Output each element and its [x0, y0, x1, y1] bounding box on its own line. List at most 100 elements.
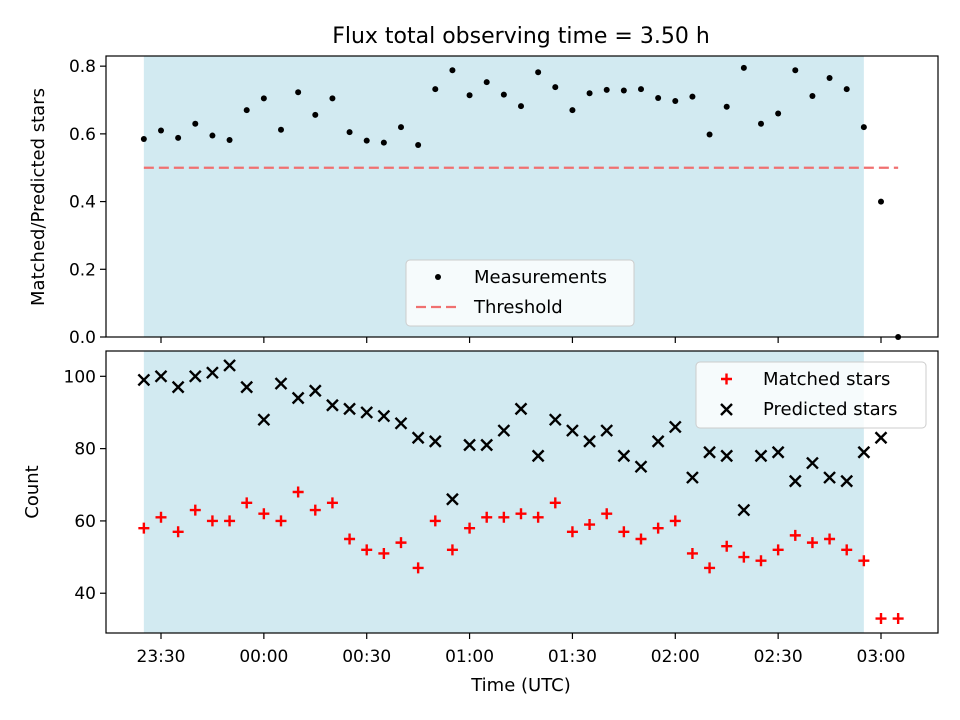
matched-star-point — [566, 526, 578, 538]
matched-star-point — [464, 522, 476, 534]
matched-star-point — [841, 544, 853, 556]
matched-star-point — [275, 515, 287, 527]
measurement-point — [603, 86, 610, 93]
legend-measurements-marker — [435, 274, 441, 280]
predicted-star-point — [686, 471, 699, 484]
predicted-star-point — [206, 366, 219, 380]
bottom-legend-box — [695, 361, 927, 429]
matched-star-point — [378, 547, 390, 559]
matched-star-point — [412, 562, 424, 574]
matched-star-point — [618, 526, 630, 538]
bottom-y-ticks: 40 60 80 100 — [64, 367, 106, 604]
predicted-star-point — [668, 420, 682, 434]
top-legend-box — [405, 259, 635, 327]
matched-star-point — [189, 504, 201, 516]
predicted-star-point — [857, 445, 871, 459]
measurement-point — [398, 124, 404, 131]
measurement-point — [140, 135, 147, 142]
top-y-tick-label: 0.8 — [69, 57, 96, 77]
predicted-star-point — [634, 460, 648, 474]
legend-measurements-label: Measurements — [474, 267, 607, 288]
legend-threshold-label: Threshold — [473, 297, 563, 318]
predicted-star-point — [617, 449, 631, 463]
measurement-point — [552, 84, 559, 91]
matched-star-point — [858, 555, 870, 567]
predicted-star-point — [754, 449, 768, 463]
measurement-point — [329, 95, 336, 102]
predicted-star-point — [548, 413, 562, 427]
measurement-point — [843, 86, 850, 93]
predicted-star-point — [394, 416, 408, 430]
measurement-point — [860, 124, 867, 131]
matched-star-point — [395, 537, 407, 549]
bottom-y-tick-label: 60 — [74, 512, 96, 532]
top-y-tick-label: 0.6 — [69, 125, 96, 145]
x-tick-label: 02:00 — [651, 647, 700, 667]
matched-star-point — [498, 511, 510, 523]
measurement-point — [518, 103, 524, 110]
matched-star-point — [344, 533, 356, 545]
predicted-star-point — [343, 402, 356, 416]
predicted-star-point — [377, 409, 391, 423]
measurement-point — [363, 137, 370, 144]
predicted-star-point — [360, 406, 374, 419]
matched-star-point — [755, 555, 767, 567]
x-tick-label: 01:00 — [445, 647, 494, 667]
x-tick-label: 02:30 — [754, 647, 803, 667]
measurement-point — [620, 87, 627, 94]
predicted-stars-points — [137, 359, 888, 517]
matched-star-point — [446, 544, 458, 556]
measurement-point — [415, 142, 422, 149]
matched-star-point — [155, 511, 167, 523]
x-axis-label: Time (UTC) — [470, 675, 571, 696]
matched-star-point — [481, 511, 493, 523]
bottom-axes-frame — [105, 350, 939, 634]
predicted-star-point — [788, 474, 802, 488]
measurement-point — [466, 92, 473, 99]
predicted-star-point — [497, 424, 511, 437]
x-tick-label: 00:30 — [342, 647, 391, 667]
predicted-star-point — [171, 380, 185, 394]
measurement-point — [792, 67, 799, 74]
bottom-y-tick-label: 80 — [74, 440, 96, 460]
predicted-star-point — [308, 384, 322, 398]
matched-star-point — [686, 547, 698, 559]
matched-star-point — [292, 486, 304, 498]
measurement-point — [689, 93, 696, 100]
measurement-point — [278, 126, 284, 133]
predicted-star-point — [600, 424, 614, 437]
top-x-ticks — [160, 337, 882, 343]
measurement-point — [158, 127, 164, 134]
matched-star-point — [806, 537, 818, 549]
matched-star-point — [224, 515, 236, 527]
matched-star-point — [772, 544, 784, 556]
matched-star-point — [652, 522, 664, 534]
top-y-ticks: 0.0 0.2 0.4 0.6 0.8 — [69, 57, 106, 348]
measurement-point — [209, 132, 216, 139]
predicted-star-point — [703, 445, 716, 459]
measurement-point — [809, 92, 816, 99]
figure-title: Flux total observing time = 3.50 h — [332, 24, 710, 49]
measurement-point — [740, 64, 747, 71]
measurement-point — [243, 107, 250, 114]
matched-star-point — [515, 508, 527, 520]
matched-star-point — [704, 562, 716, 574]
measurement-point — [535, 69, 542, 76]
predicted-star-point — [326, 398, 339, 412]
measurement-point — [638, 86, 644, 93]
predicted-star-point — [463, 438, 476, 452]
bottom-legend: Matched stars Predicted stars — [695, 361, 927, 429]
predicted-star-point — [737, 503, 751, 517]
legend-predicted-marker — [720, 403, 733, 416]
predicted-star-point — [651, 435, 665, 448]
matched-star-point — [789, 529, 801, 541]
predicted-star-point — [806, 456, 819, 470]
matched-star-point — [326, 497, 338, 509]
matched-star-point — [892, 613, 904, 625]
legend-matched-marker — [721, 373, 732, 385]
top-panel: 0.00.20.40.60.8 Matched/Predicted stars … — [28, 55, 939, 348]
measurement-point — [586, 90, 593, 97]
measurement-point — [380, 139, 387, 146]
matched-star-point — [206, 515, 218, 527]
matched-star-point — [738, 551, 750, 563]
